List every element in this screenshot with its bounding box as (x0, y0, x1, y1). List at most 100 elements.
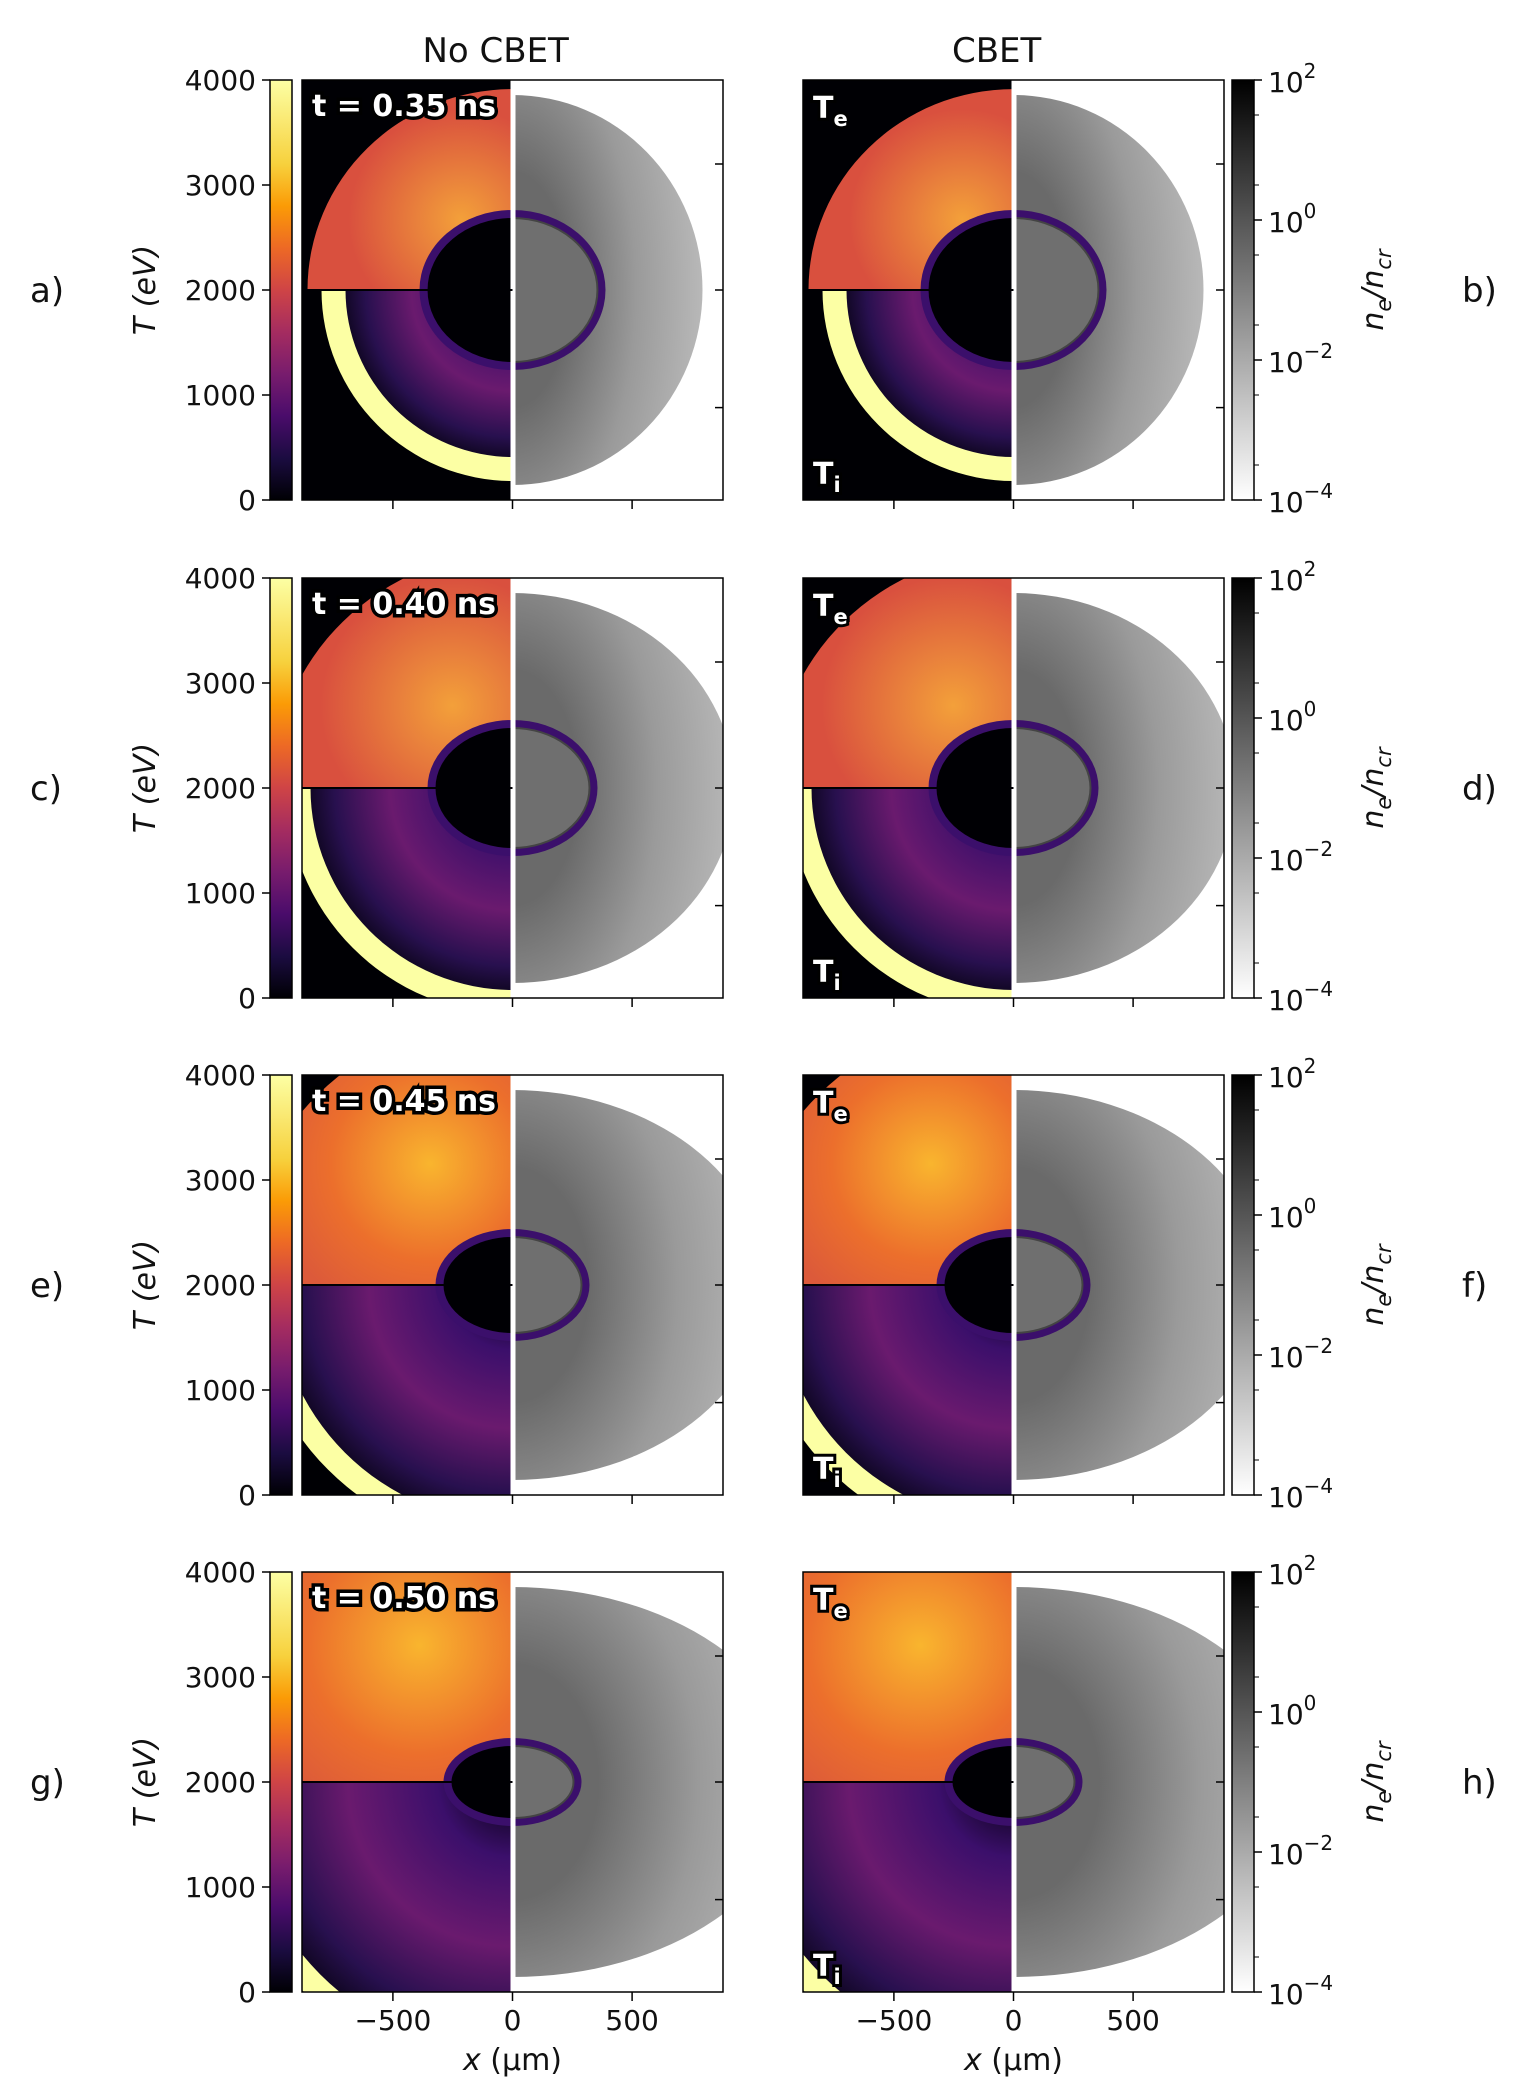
temperature-axis-label: T (eV) (128, 743, 163, 833)
density-colorbar (1231, 577, 1255, 999)
temperature-tick-label: 4000 (185, 1556, 256, 1589)
center-divider (1011, 80, 1017, 500)
panel-letter: c) (30, 769, 62, 809)
density-colorbar (1231, 1074, 1255, 1496)
core-density (1012, 1235, 1084, 1335)
density-tick-label: 10−4 (1268, 1474, 1333, 1514)
temperature-tick-label: 0 (238, 484, 256, 517)
density-tick-label: 102 (1268, 557, 1316, 597)
ti-region (803, 1782, 1014, 1992)
temperature-tick-label: 1000 (185, 1871, 256, 1904)
density-axis-label: ne/ncr (1356, 1243, 1396, 1326)
te-ti-boundary (803, 289, 1014, 291)
temperature-axis-label: T (eV) (128, 1240, 163, 1330)
temperature-tick-label: 2000 (185, 772, 256, 805)
temperature-axis-label: T (eV) (128, 1737, 163, 1827)
center-divider (510, 1572, 516, 1992)
density-region (1013, 1587, 1224, 1977)
density-axis-label: ne/ncr (1356, 746, 1396, 829)
temperature-tick-label: 3000 (185, 169, 256, 202)
temperature-tick-label: 1000 (185, 1374, 256, 1407)
temperature-tick-label: 1000 (185, 877, 256, 910)
density-tick-label: 102 (1268, 59, 1316, 99)
density-region (512, 593, 723, 983)
panel: t = 0.35 ns a) 0 1000 2000 3000 4000 T (eV) (30, 64, 724, 517)
center-divider (1011, 1075, 1017, 1495)
panel: Te Ti d) 102 100 10−2 10−4 ne/ncr (802, 557, 1497, 1017)
te-region (302, 1572, 513, 1782)
temperature-colorbar (269, 577, 293, 999)
x-tick-label: 500 (1106, 2004, 1159, 2037)
te-label: Te (813, 1086, 848, 1126)
density-region (1013, 593, 1224, 983)
density-tick-label: 10−2 (1268, 339, 1333, 379)
ti-label: Ti (813, 955, 841, 995)
temperature-tick-label: 4000 (185, 64, 256, 97)
time-label: t = 0.40 ns (312, 587, 496, 622)
panel-letter: d) (1462, 769, 1497, 809)
temperature-tick-label: 3000 (185, 1661, 256, 1694)
panel-letter: b) (1462, 271, 1497, 311)
temperature-tick-label: 3000 (185, 667, 256, 700)
density-tick-label: 100 (1268, 1691, 1316, 1731)
panel-letter: a) (30, 271, 64, 311)
core-density (1012, 216, 1100, 364)
x-axis-label: x (μm) (462, 2043, 562, 2078)
center-divider (510, 578, 516, 998)
te-ti-boundary (803, 787, 1014, 789)
temperature-tick-label: 4000 (185, 562, 256, 595)
x-axis-label: x (μm) (963, 2043, 1063, 2078)
te-region (803, 1572, 1014, 1782)
x-tick-label: 0 (504, 2004, 522, 2037)
density-region (512, 1587, 723, 1977)
density-colorbar (1231, 1571, 1255, 1993)
panel-letter: h) (1462, 1763, 1497, 1803)
te-ti-boundary (302, 787, 513, 789)
density-tick-label: 102 (1268, 1551, 1316, 1591)
density-tick-label: 100 (1268, 199, 1316, 239)
time-label: t = 0.35 ns (312, 89, 496, 124)
te-ti-boundary (803, 1781, 1014, 1783)
center-divider (510, 80, 516, 500)
temperature-colorbar (269, 1074, 293, 1496)
density-colorbar (1231, 79, 1255, 501)
te-region (302, 1075, 513, 1285)
density-region (512, 1090, 723, 1480)
core-density (511, 1235, 583, 1335)
density-region (1013, 95, 1204, 485)
temperature-axis-label: T (eV) (128, 245, 163, 335)
temperature-tick-label: 4000 (185, 1059, 256, 1092)
ti-region (803, 1285, 1014, 1495)
core-density (511, 1744, 575, 1820)
temperature-tick-label: 0 (238, 1479, 256, 1512)
x-tick-label: 500 (605, 2004, 658, 2037)
ti-label: Ti (813, 1452, 841, 1492)
temperature-tick-label: 2000 (185, 274, 256, 307)
panel-letter: e) (30, 1266, 64, 1306)
te-ti-boundary (302, 1284, 513, 1286)
core-density (511, 726, 591, 850)
te-ti-boundary (302, 289, 513, 291)
center-divider (510, 1075, 516, 1495)
te-ti-boundary (302, 1781, 513, 1783)
density-tick-label: 100 (1268, 1194, 1316, 1234)
panel-letter: g) (30, 1763, 65, 1803)
density-tick-label: 10−4 (1268, 977, 1333, 1017)
x-tick-label: −500 (855, 2004, 932, 2037)
ti-label: Ti (813, 1949, 841, 1989)
temperature-tick-label: 2000 (185, 1269, 256, 1302)
ti-region (302, 1285, 513, 1495)
te-ti-boundary (803, 1284, 1014, 1286)
center-divider (1011, 578, 1017, 998)
density-tick-label: 10−4 (1268, 479, 1333, 519)
panel-letter: f) (1462, 1266, 1487, 1306)
x-tick-label: 0 (1005, 2004, 1023, 2037)
density-region (512, 95, 703, 485)
temperature-tick-label: 1000 (185, 379, 256, 412)
column-title: CBET (952, 31, 1042, 71)
te-label: Te (813, 91, 848, 131)
ti-label: Ti (813, 457, 841, 497)
density-tick-label: 10−2 (1268, 1831, 1333, 1871)
time-label: t = 0.50 ns (312, 1581, 496, 1616)
